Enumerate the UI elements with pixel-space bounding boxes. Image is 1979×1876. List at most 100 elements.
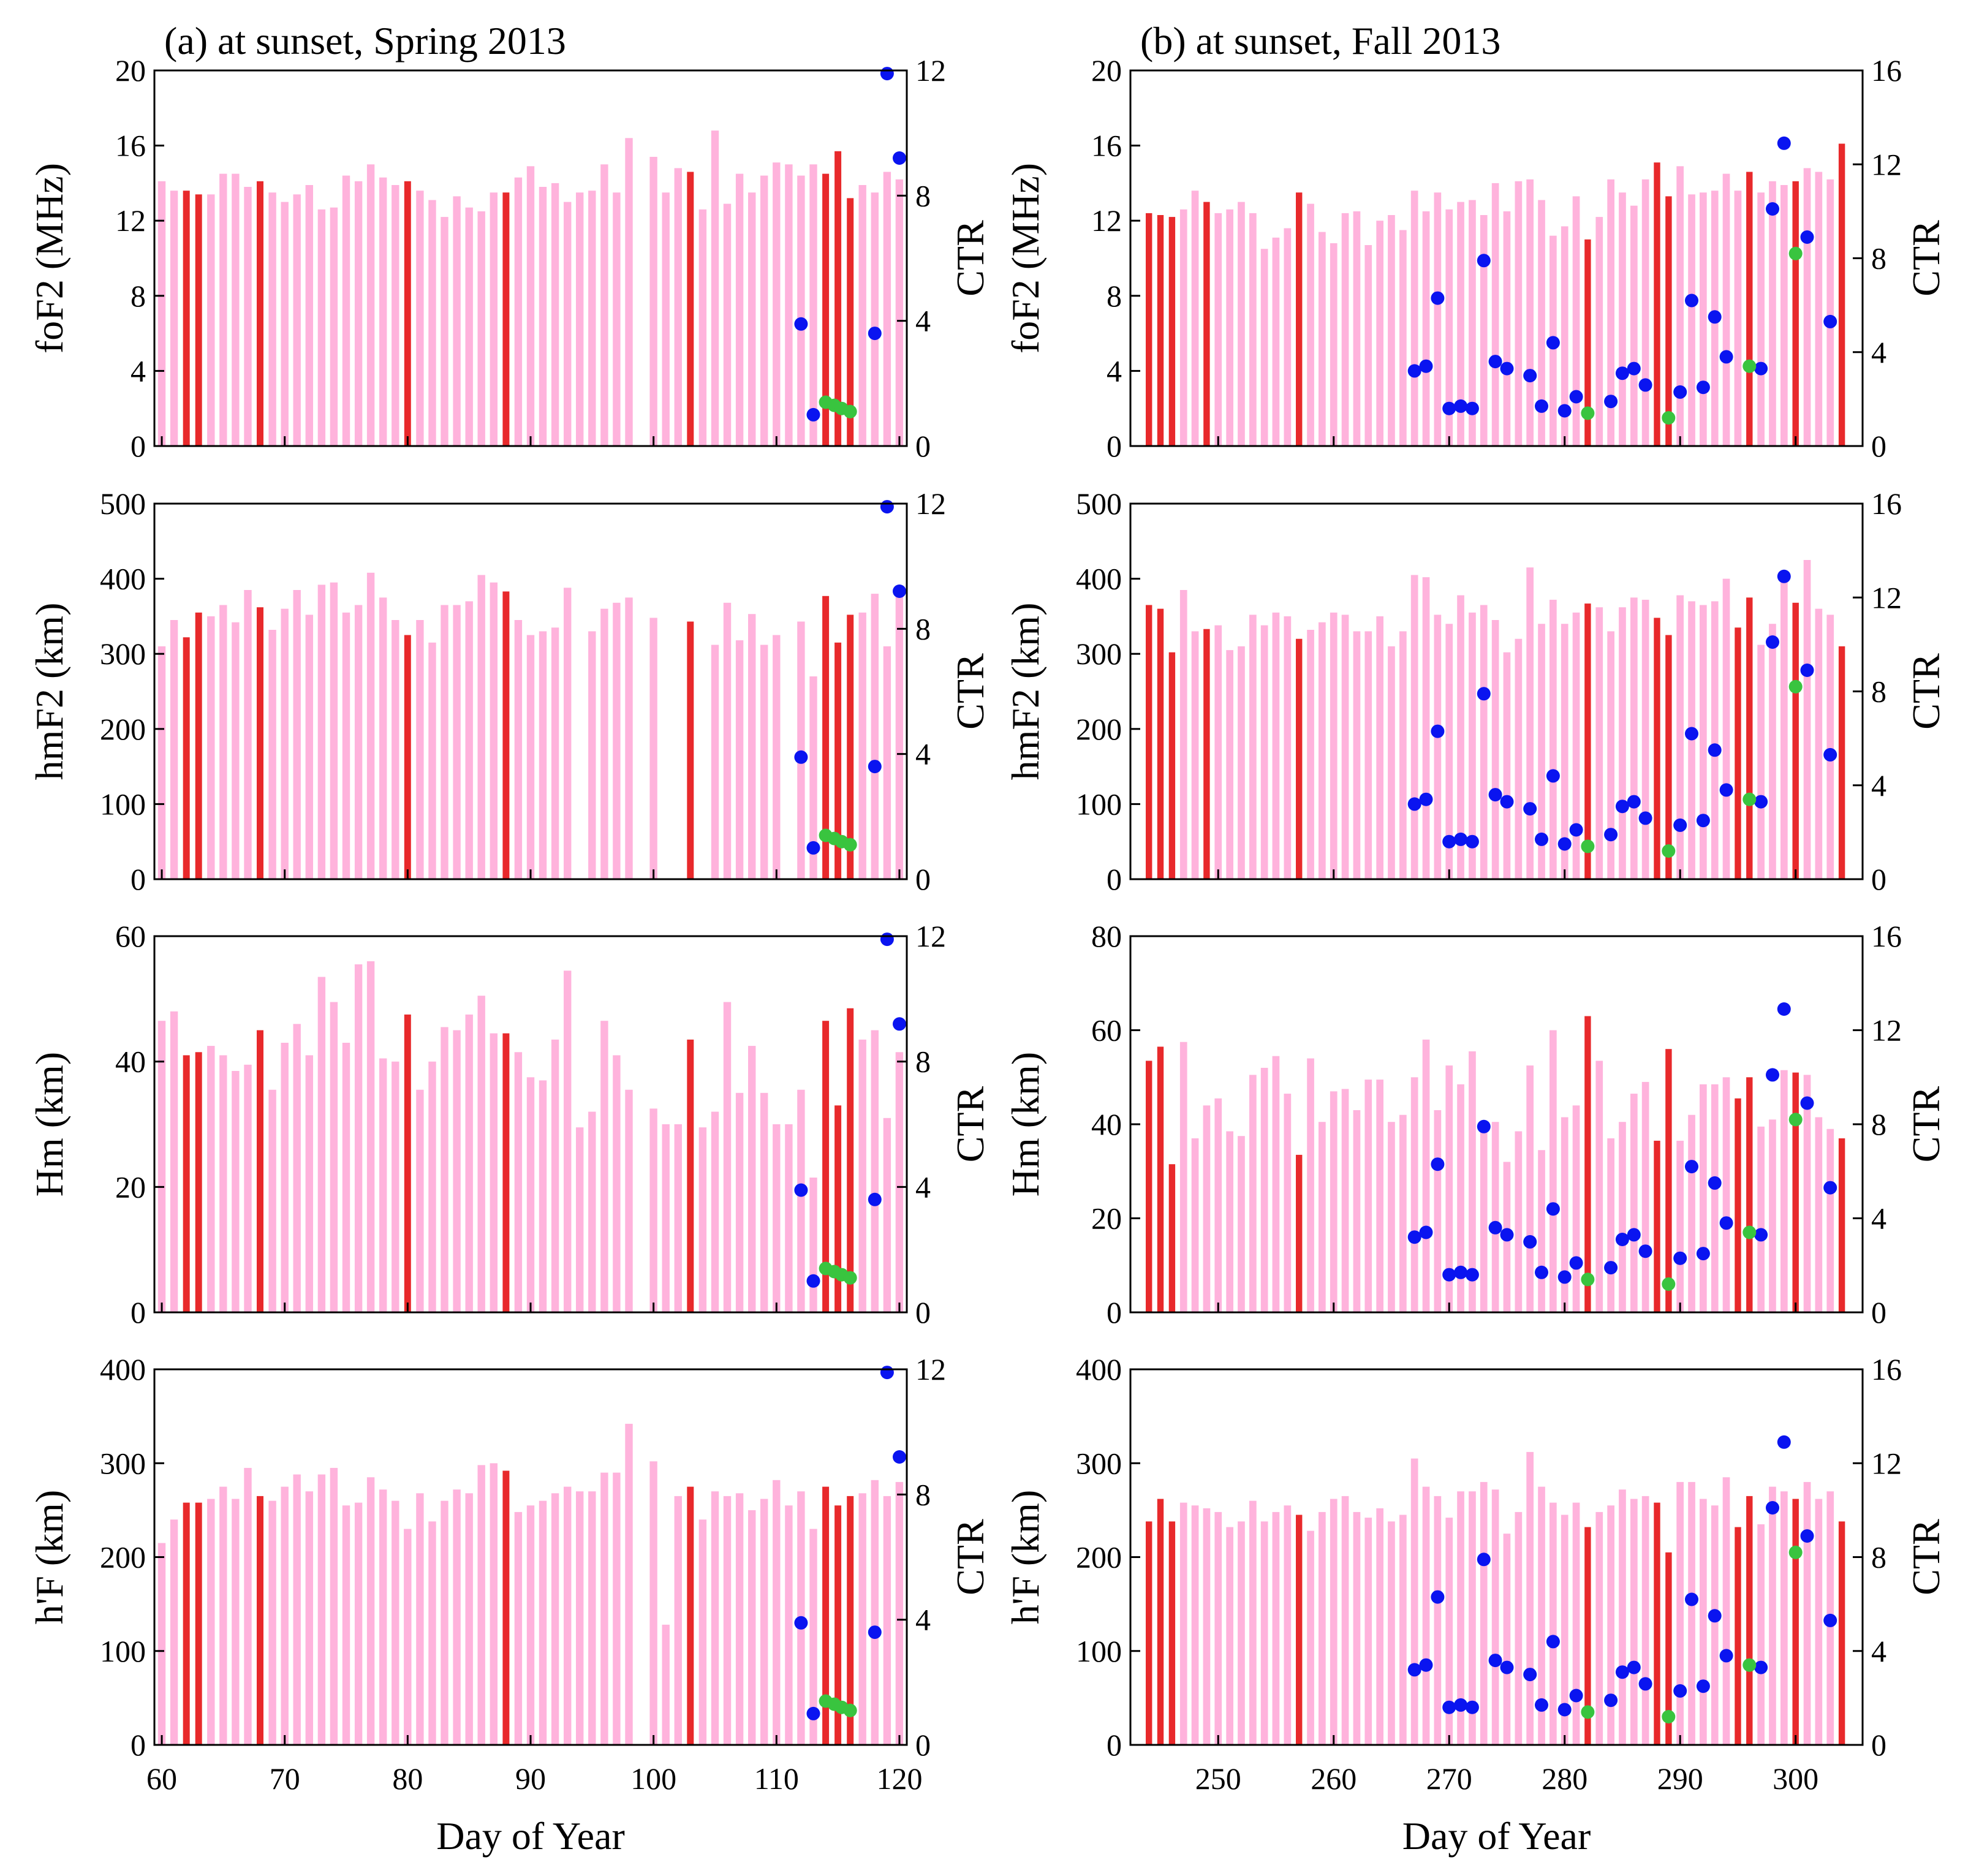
bar-day-278 [1538,200,1545,446]
ctr-point-blue [1719,1649,1733,1663]
bar-day-253 [1249,615,1257,879]
ctr-point-blue [1696,1247,1710,1261]
bar-day-98 [625,138,633,447]
bar-day-258 [1307,1530,1314,1745]
bar-day-263 [1364,1518,1372,1745]
bar-day-302 [1815,172,1823,446]
ctr-point-blue [1535,1698,1548,1712]
y-tick-label: 400 [1076,562,1122,596]
red-bar-day-296 [1746,172,1753,446]
bar-series [157,961,904,1313]
bar-day-69 [268,630,276,879]
red-bar-day-246 [1168,1521,1176,1745]
x-tick-label: 250 [1195,1761,1241,1796]
bar-day-285 [1619,1489,1626,1745]
ctr-point-blue [1488,788,1502,802]
red-bar-day-289 [1665,635,1672,879]
bar-day-81 [416,191,424,446]
panel-4: 0 100 200 300 400 0 4 8 12 16 250 260 270 280 290 300 h'… [1004,1352,1948,1796]
red-bar-day-249 [1203,202,1210,446]
red-bar-day-282 [1584,239,1591,446]
bar-day-93 [564,1486,572,1745]
red-bar-day-300 [1792,602,1799,879]
ctr-point-green [1662,411,1676,425]
red-bar-day-295 [1735,1098,1741,1312]
y2-tick-label: 8 [1871,1540,1886,1575]
y2-tick-label: 0 [1871,1295,1886,1329]
bar-day-274 [1491,1489,1499,1745]
ctr-point-blue [1754,361,1768,376]
bar-day-266 [1399,1515,1407,1745]
bar-day-64 [207,1499,215,1745]
bar-day-111 [785,1124,793,1312]
ctr-point-blue [1777,1435,1791,1449]
red-bar-day-62 [183,191,190,446]
bar-day-286 [1630,1499,1638,1745]
bar-day-109 [760,1092,768,1312]
bar-day-286 [1630,1094,1638,1312]
bar-day-75 [342,612,350,879]
bar-day-119 [883,646,891,879]
y-tick-label: 80 [1091,919,1122,953]
bar-day-112 [797,175,805,446]
red-bar-day-115 [834,1105,842,1312]
bar-day-299 [1780,577,1788,879]
bar-day-61 [170,191,178,446]
ctr-point-blue [1823,314,1837,328]
y-tick-label: 200 [1076,1540,1122,1575]
ctr-point-blue [1557,404,1572,418]
bar-day-292 [1700,1084,1707,1312]
y2-tick-label: 12 [1871,1446,1902,1480]
bar-day-86 [477,211,485,446]
bar-day-270 [1445,1518,1453,1745]
y2-tick-label: 0 [915,1728,931,1762]
bar-day-297 [1757,192,1765,446]
ctr-point-blue [893,1450,906,1464]
ctr-point-blue [1685,1160,1698,1174]
bar-day-76 [354,964,363,1312]
bar-day-251 [1226,1131,1233,1312]
bar-day-98 [625,597,633,880]
bar-day-73 [317,977,326,1312]
bar-day-117 [858,185,866,446]
bar-day-253 [1249,213,1257,446]
bar-day-100 [649,157,657,446]
y2-tick-label: 12 [1871,580,1902,615]
bar-day-61 [170,1011,178,1312]
ctr-point-blue [1477,1553,1491,1567]
bar-day-254 [1260,625,1268,879]
red-bar-day-103 [687,1486,694,1745]
bar-day-83 [441,1027,448,1312]
bar-day-92 [551,627,559,879]
ctr-point-blue [1685,1592,1698,1606]
red-bar-day-282 [1584,603,1591,879]
red-bar-day-68 [257,181,263,446]
bar-day-255 [1272,612,1280,879]
bar-day-284 [1607,179,1614,446]
bar-day-70 [281,608,289,879]
ctr-point-blue [1546,1635,1560,1649]
bar-day-66 [232,1499,240,1745]
bar-day-255 [1272,1511,1280,1745]
bar-day-76 [354,1502,363,1745]
bar-day-118 [871,1030,879,1312]
bar-day-79 [392,1061,399,1312]
ctr-point-green [843,1703,857,1717]
ctr-point-blue [1673,1251,1687,1265]
y2-tick-label: 8 [1871,241,1886,276]
y-tick-label: 12 [115,203,146,238]
bar-day-60 [157,1543,166,1745]
y2-tick-label: 12 [1871,147,1902,181]
bar-day-91 [539,1080,547,1312]
red-bar-day-88 [502,192,510,446]
y-tick-label: 200 [1076,712,1122,746]
bar-day-97 [613,1472,621,1745]
bar-day-95 [588,631,596,879]
bar-day-258 [1307,1058,1314,1312]
y-tick-label: 400 [100,1352,146,1386]
bar-day-291 [1688,1114,1695,1312]
ctr-point-green [843,1271,857,1285]
ctr-point-green [1788,1113,1803,1127]
bar-day-71 [293,1024,301,1312]
ctr-point-blue [1407,364,1421,378]
